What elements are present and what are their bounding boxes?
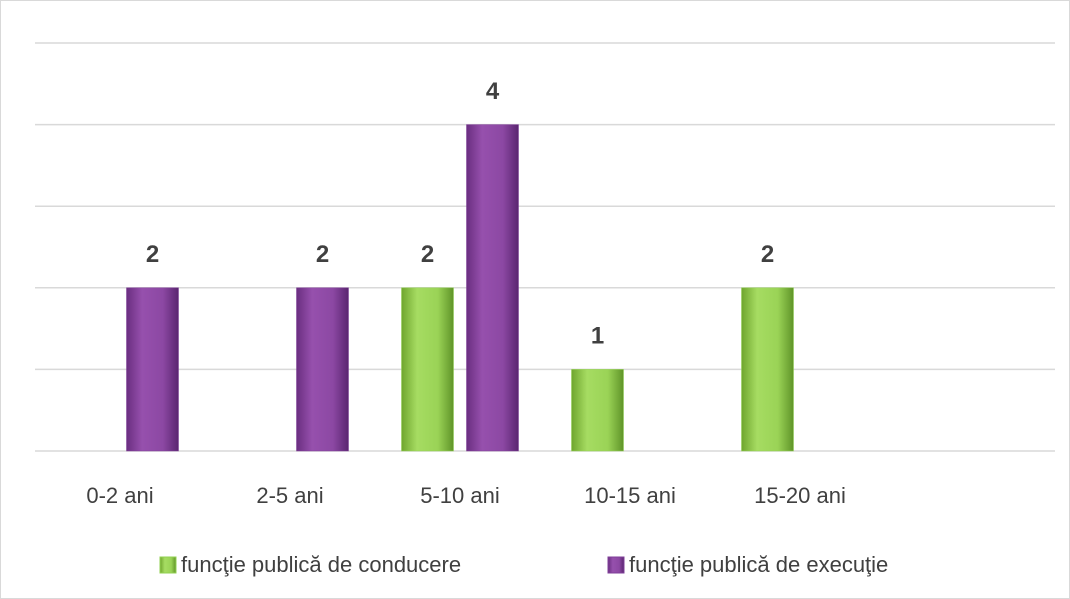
data-label: 2	[146, 241, 159, 268]
data-label: 2	[421, 241, 434, 268]
x-tick-label: 15-20 ani	[754, 483, 846, 508]
data-label: 1	[591, 323, 604, 350]
legend-swatch	[159, 556, 177, 574]
data-label: 2	[761, 241, 774, 268]
data-label: 2	[316, 241, 329, 268]
legend-label: funcţie publică de conducere	[181, 552, 461, 577]
bar	[401, 287, 454, 452]
bar	[571, 369, 624, 452]
legend-label: funcţie publică de execuţie	[629, 552, 888, 577]
legend-swatch	[607, 556, 625, 574]
bar	[741, 287, 794, 452]
bar	[466, 124, 519, 452]
data-label: 4	[486, 78, 500, 105]
x-tick-label: 0-2 ani	[86, 483, 153, 508]
x-tick-label: 10-15 ani	[584, 483, 676, 508]
x-tick-label: 5-10 ani	[420, 483, 500, 508]
bar	[126, 287, 179, 452]
bar	[296, 287, 349, 452]
x-tick-label: 2-5 ani	[256, 483, 323, 508]
